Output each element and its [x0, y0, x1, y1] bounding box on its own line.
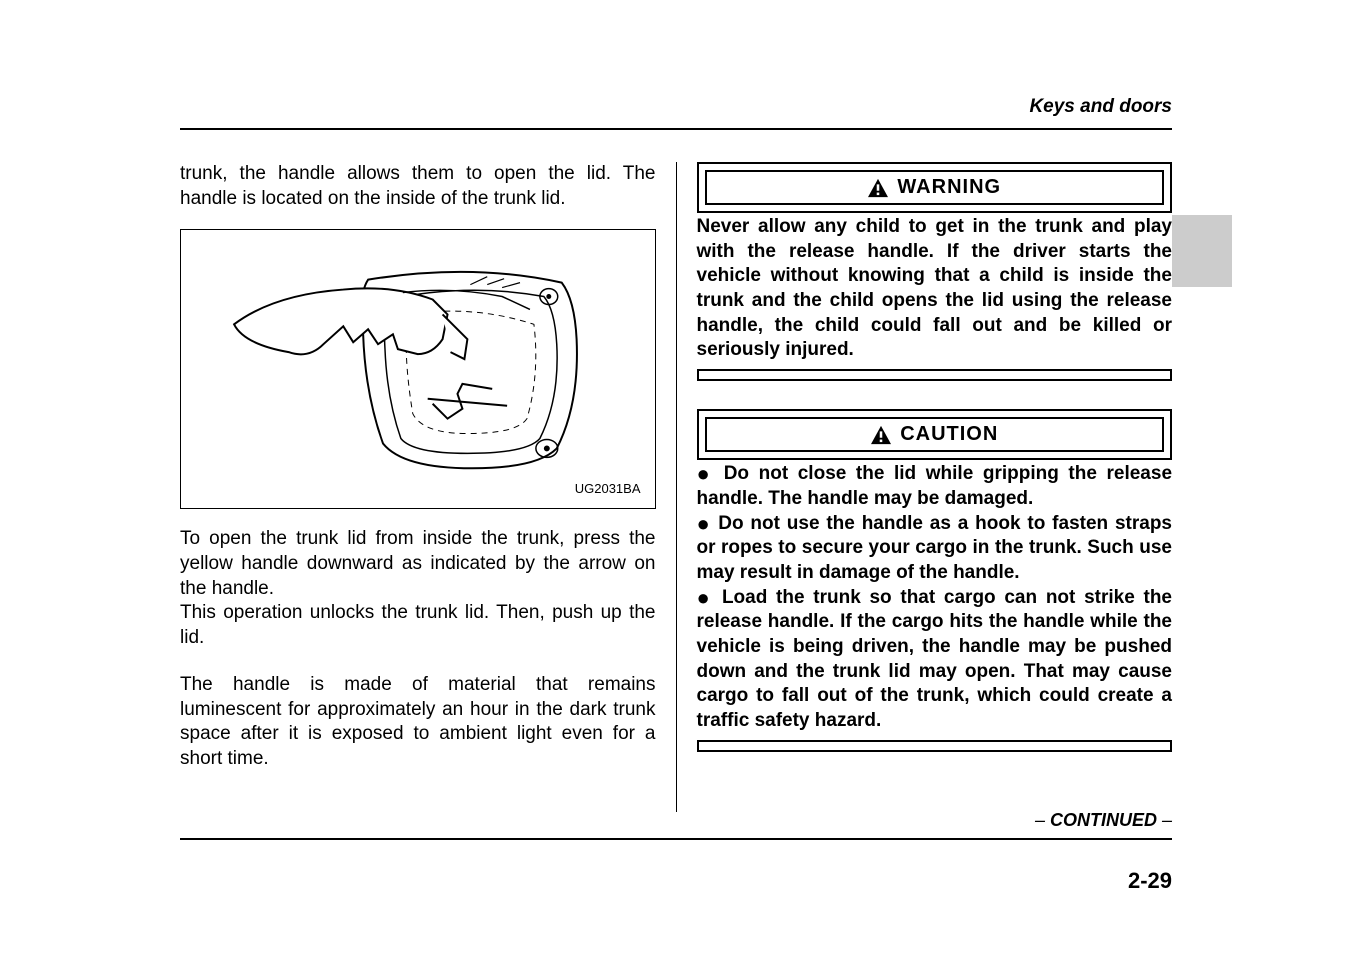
bullet-icon: ●	[697, 510, 712, 535]
warning-close-bar	[697, 369, 1173, 381]
content-area: trunk, the handle allows them to open th…	[180, 162, 1172, 812]
warning-title-frame: WARNING	[697, 162, 1173, 213]
intro-paragraph: trunk, the handle allows them to open th…	[180, 162, 656, 211]
para-unlock-note: This operation unlocks the trunk lid. Th…	[180, 601, 656, 650]
warning-title-text: WARNING	[897, 176, 1001, 199]
caution-bullet-3-text: Load the trunk so that cargo can not str…	[697, 587, 1173, 731]
continued-label: – CONTINUED –	[1035, 810, 1172, 831]
manual-page: Keys and doors trunk, the handle allows …	[0, 0, 1352, 954]
page-number: 2-29	[1128, 868, 1172, 894]
warning-box-group: WARNING Never allow any child to get in …	[697, 162, 1173, 381]
caution-title-text: CAUTION	[900, 423, 998, 446]
warning-title: WARNING	[705, 170, 1165, 205]
instruction-block: To open the trunk lid from inside the tr…	[180, 527, 656, 771]
caution-box-group: CAUTION ● Do not close the lid while gri…	[697, 409, 1173, 752]
bullet-icon: ●	[697, 461, 715, 486]
warning-body: Never allow any child to get in the trun…	[697, 215, 1173, 369]
caution-body: ● Do not close the lid while gripping th…	[697, 462, 1173, 740]
intro-text: trunk, the handle allows them to open th…	[180, 162, 656, 211]
left-column: trunk, the handle allows them to open th…	[180, 162, 656, 812]
continued-suffix: –	[1157, 810, 1172, 830]
caution-title: CAUTION	[705, 417, 1165, 452]
caution-bullet-1-text: Do not close the lid while gripping the …	[697, 463, 1173, 509]
para-open-instruction: To open the trunk lid from inside the tr…	[180, 527, 656, 601]
bullet-icon: ●	[697, 585, 714, 610]
footer-divider	[180, 838, 1172, 840]
section-header: Keys and doors	[1029, 96, 1172, 118]
caution-bullet-2: ● Do not use the handle as a hook to fas…	[697, 512, 1173, 586]
illustration-frame: UG2031BA	[180, 229, 656, 509]
para-luminescent-note: The handle is made of material that rema…	[180, 673, 656, 772]
caution-close-bar	[697, 740, 1173, 752]
right-column: WARNING Never allow any child to get in …	[697, 162, 1173, 812]
caution-bullet-2-text: Do not use the handle as a hook to faste…	[697, 513, 1173, 583]
caution-bullet-1: ● Do not close the lid while gripping th…	[697, 462, 1173, 511]
caution-title-frame: CAUTION	[697, 409, 1173, 460]
column-divider	[676, 162, 677, 812]
warning-icon	[867, 178, 889, 198]
continued-text: CONTINUED	[1050, 810, 1157, 830]
caution-bullet-3: ● Load the trunk so that cargo can not s…	[697, 586, 1173, 734]
caution-icon	[870, 425, 892, 445]
section-tab	[1172, 215, 1232, 287]
continued-prefix: –	[1035, 810, 1050, 830]
image-reference-code: UG2031BA	[575, 481, 641, 496]
trunk-handle-illustration	[181, 230, 655, 508]
header-divider	[180, 128, 1172, 130]
